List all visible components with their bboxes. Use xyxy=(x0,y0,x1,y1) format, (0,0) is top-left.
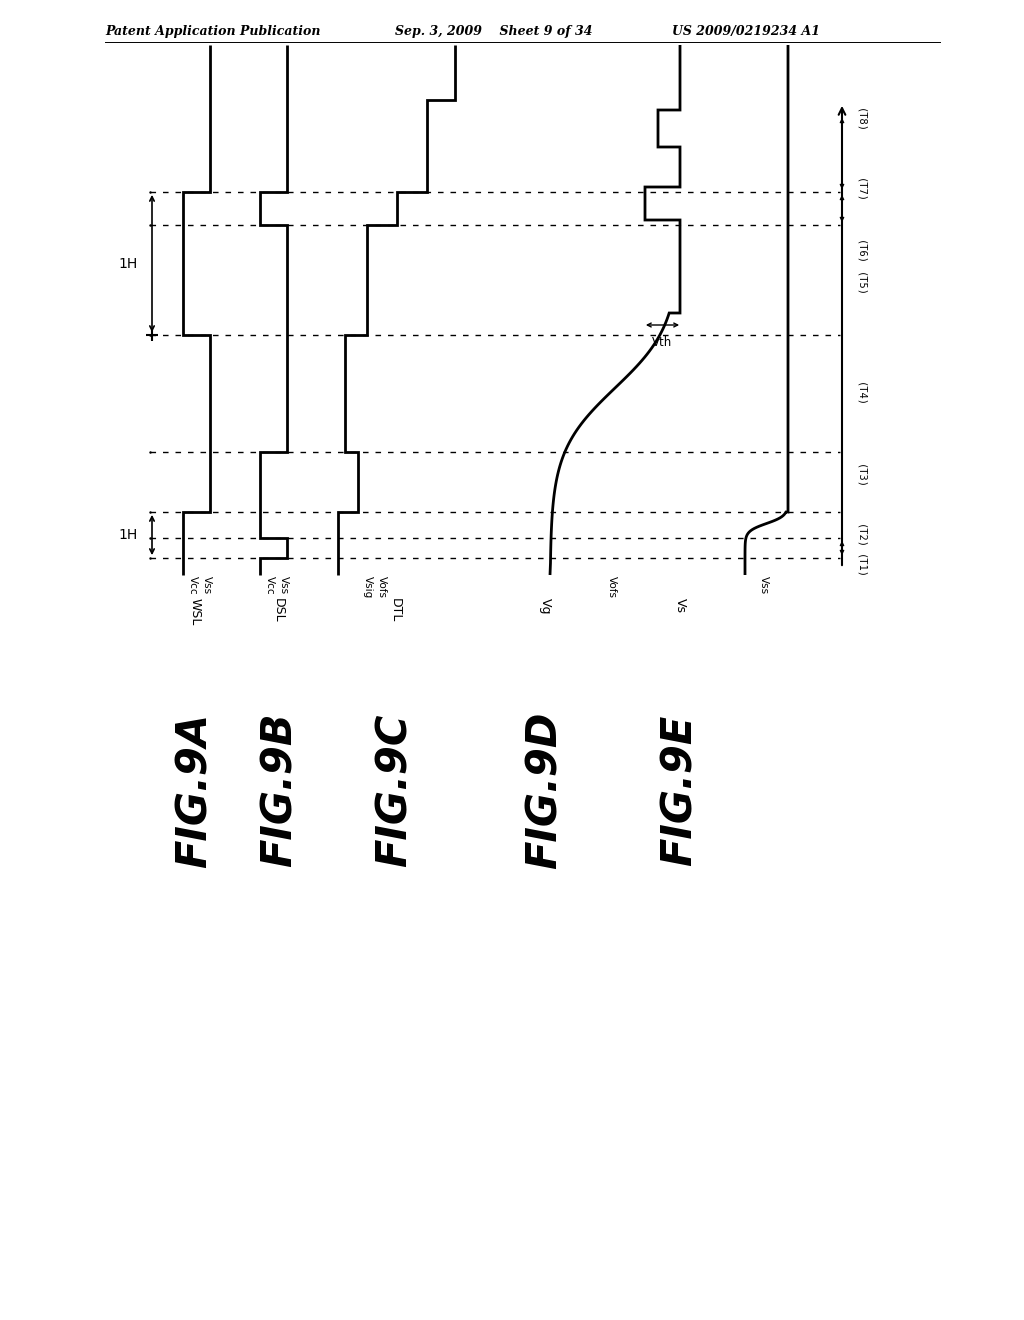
Text: Vss: Vss xyxy=(759,576,769,594)
Text: (T4): (T4) xyxy=(855,381,865,407)
Text: FIG.9C: FIG.9C xyxy=(374,713,416,867)
Text: (T6): (T6) xyxy=(855,240,865,265)
Text: WSL: WSL xyxy=(188,598,202,626)
Text: Vofs: Vofs xyxy=(607,576,617,598)
Text: US 2009/0219234 A1: US 2009/0219234 A1 xyxy=(672,25,820,38)
Text: Patent Application Publication: Patent Application Publication xyxy=(105,25,321,38)
Text: FIG.9E: FIG.9E xyxy=(659,714,701,866)
Text: (T8): (T8) xyxy=(855,107,865,132)
Text: Sep. 3, 2009    Sheet 9 of 34: Sep. 3, 2009 Sheet 9 of 34 xyxy=(395,25,593,38)
Text: Vs: Vs xyxy=(674,598,686,612)
Text: DTL: DTL xyxy=(388,598,401,622)
Text: (T1): (T1) xyxy=(855,553,865,578)
Text: FIG.9B: FIG.9B xyxy=(259,713,301,867)
Text: (T7): (T7) xyxy=(855,177,865,202)
Text: Vofs: Vofs xyxy=(377,576,387,598)
Text: 1H: 1H xyxy=(119,257,138,271)
Text: Vss: Vss xyxy=(202,576,212,594)
Text: Vsig: Vsig xyxy=(362,576,373,598)
Text: Vcc: Vcc xyxy=(265,576,275,594)
Text: (T2): (T2) xyxy=(855,524,865,549)
Text: FIG.9A: FIG.9A xyxy=(174,713,216,867)
Text: (T3): (T3) xyxy=(855,465,865,490)
Text: Vss: Vss xyxy=(279,576,289,594)
Text: DSL: DSL xyxy=(271,598,285,623)
Text: Vth: Vth xyxy=(652,337,673,350)
Text: FIG.9D: FIG.9D xyxy=(524,711,566,869)
Text: Vcc: Vcc xyxy=(188,576,198,594)
Text: Vg: Vg xyxy=(539,598,552,615)
Text: (T5): (T5) xyxy=(855,272,865,297)
Text: 1H: 1H xyxy=(119,528,138,543)
